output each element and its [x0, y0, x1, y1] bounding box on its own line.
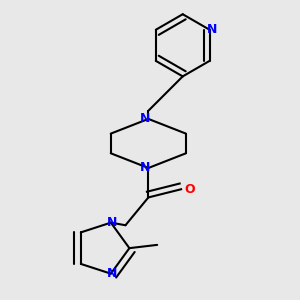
Text: N: N	[140, 112, 150, 125]
Text: O: O	[184, 183, 195, 196]
Text: N: N	[107, 267, 118, 280]
Text: N: N	[140, 161, 150, 175]
Text: N: N	[107, 216, 118, 229]
Text: N: N	[207, 23, 217, 36]
